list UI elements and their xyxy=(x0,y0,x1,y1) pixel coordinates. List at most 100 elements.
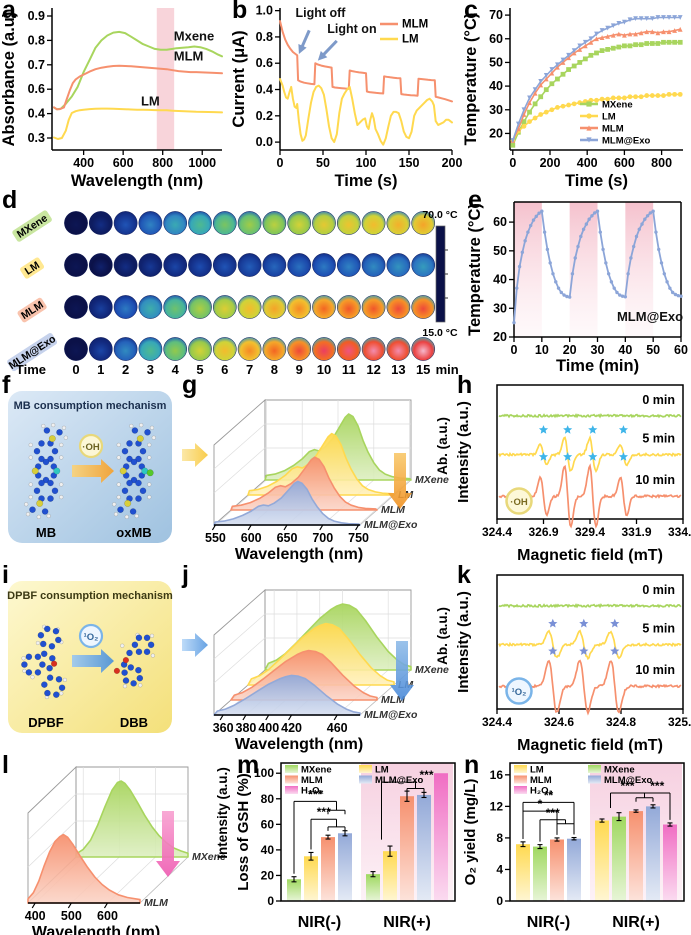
chart-photothermal-cycles: 0 10 20 30 40 50 60 20 30 40 50 60 Time (min) Tempera… xyxy=(466,201,688,375)
bar-MXene xyxy=(287,879,301,901)
series-group xyxy=(53,30,223,140)
panel-letter-a: a xyxy=(2,0,16,24)
panel-a: a 400 600 800 1000 0.3 0.4 0.6 0.7 0.8 0.9 Wavelen… xyxy=(0,0,230,190)
thermal-spot xyxy=(237,337,262,361)
svg-text:Wavelength (nm): Wavelength (nm) xyxy=(71,172,203,190)
panel-m: m 0 20 40 60 80 100 Loss of GSH (%) NIR(-) NIR(+… xyxy=(235,751,462,935)
thermal-spot xyxy=(312,295,336,319)
panel-letter-k: k xyxy=(457,561,471,589)
diagram-dpbf-mechanism: DPBF consumption mechanism ¹O₂ DPBF DBB xyxy=(7,581,173,733)
error-bar xyxy=(599,818,605,823)
svg-text:MLM: MLM xyxy=(602,124,624,135)
svg-text:·OH: ·OH xyxy=(82,442,100,453)
svg-text:MLM: MLM xyxy=(402,19,428,31)
svg-text:30: 30 xyxy=(489,103,503,117)
axes: 0 200 400 600 800 20 30 40 50 60 70 Time (s) Tempera… xyxy=(462,8,683,190)
svg-text:800: 800 xyxy=(152,156,173,170)
thermal-spot xyxy=(262,211,287,235)
star-marker xyxy=(579,618,589,628)
svg-text:NIR(-): NIR(-) xyxy=(527,914,571,931)
bar-LM xyxy=(516,844,530,901)
thermal-spot xyxy=(287,295,312,319)
thermal-spot xyxy=(287,253,312,277)
bar-LM xyxy=(304,856,318,901)
ros-badge: ·OH xyxy=(78,433,104,459)
svg-text:10 min: 10 min xyxy=(635,663,675,677)
svg-text:Mxene: Mxene xyxy=(174,28,214,43)
svg-text:Absorbance (a.u): Absorbance (a.u) xyxy=(0,12,18,147)
svg-text:LM: LM xyxy=(602,112,616,123)
thermal-spot xyxy=(336,253,361,277)
thermal-spot xyxy=(212,337,237,361)
svg-text:150: 150 xyxy=(399,156,420,170)
svg-text:MLM@Exo: MLM@Exo xyxy=(602,136,651,147)
star-marker xyxy=(579,646,589,655)
panel-c: c 0 200 400 600 800 20 30 40 50 60 70 Time (s) Tempe… xyxy=(462,0,691,190)
thermal-spot xyxy=(262,337,287,361)
svg-text:200: 200 xyxy=(442,156,462,170)
thermal-spot xyxy=(138,295,163,319)
svg-text:¹O₂: ¹O₂ xyxy=(512,687,527,698)
star-marker xyxy=(563,452,573,461)
svg-text:MLM@Exo: MLM@Exo xyxy=(617,309,683,324)
series-group xyxy=(279,20,453,146)
series-group xyxy=(510,15,683,148)
svg-text:20: 20 xyxy=(563,343,577,357)
thermal-spot xyxy=(88,295,113,319)
thermal-spot xyxy=(88,211,113,235)
series-LM xyxy=(279,78,453,146)
svg-text:0.0: 0.0 xyxy=(256,135,273,149)
svg-text:0.2: 0.2 xyxy=(256,109,273,123)
svg-text:15: 15 xyxy=(416,362,430,375)
panel-letter-n: n xyxy=(464,751,480,779)
panel-f: f MB consumption mechanism ·OH MB oxMB xyxy=(0,371,180,565)
bar-MLM xyxy=(550,839,564,901)
thermal-spot xyxy=(237,253,262,277)
thermal-spot xyxy=(113,337,138,361)
series-MLM xyxy=(279,20,453,103)
svg-text:12: 12 xyxy=(490,799,504,813)
chart-epr-oh: 324.4 326.9 329.4 331.9 334.4 Magnetic field … xyxy=(455,384,691,564)
panel-letter-b: b xyxy=(232,0,248,24)
svg-text:MLM@Exo: MLM@Exo xyxy=(604,775,653,786)
bar-MLM@Exo xyxy=(417,794,431,901)
star-marker xyxy=(588,425,598,434)
svg-text:LM: LM xyxy=(530,765,544,776)
svg-text:30: 30 xyxy=(493,301,507,315)
series-MLM xyxy=(53,64,223,111)
svg-text:50: 50 xyxy=(489,55,503,69)
chart-photocurrent: 0 50 100 150 200 0.0 0.2 0.4 0.6 0.8 1.0 Time (s) Cu… xyxy=(230,4,462,190)
svg-text:MXene: MXene xyxy=(192,851,226,863)
epr-trace-5 min xyxy=(498,434,682,474)
bar-MXene xyxy=(612,816,626,901)
chart-absorbance-spectra: 400 600 800 1000 0.3 0.4 0.6 0.7 0.8 0.9 Wavelengt… xyxy=(0,8,223,190)
svg-text:MLM: MLM xyxy=(174,48,204,63)
svg-text:Magnetic field (mT): Magnetic field (mT) xyxy=(517,737,663,754)
thermal-spot xyxy=(113,295,138,319)
svg-text:100: 100 xyxy=(356,156,377,170)
svg-text:650: 650 xyxy=(277,531,298,545)
svg-text:Temperature (°C): Temperature (°C) xyxy=(462,13,480,146)
thermal-spot xyxy=(237,211,262,235)
svg-text:NIR(+): NIR(+) xyxy=(383,914,431,931)
svg-text:Wavelength (nm): Wavelength (nm) xyxy=(32,924,160,935)
highlight-band xyxy=(569,202,598,337)
svg-text:325.0: 325.0 xyxy=(668,715,691,729)
thermal-spot xyxy=(212,295,237,319)
error-bar xyxy=(387,845,393,857)
svg-text:460: 460 xyxy=(327,721,348,735)
svg-text:MLM@Exo: MLM@Exo xyxy=(364,519,418,531)
svg-text:326.9: 326.9 xyxy=(528,525,558,539)
thermal-spot xyxy=(88,253,113,277)
svg-text:5: 5 xyxy=(196,362,203,375)
thermal-spot xyxy=(312,211,336,235)
svg-text:6: 6 xyxy=(221,362,228,375)
sig-bracket: *** xyxy=(381,768,434,840)
error-bar xyxy=(370,871,376,878)
bar-MLM@Exo xyxy=(338,833,352,901)
svg-text:7: 7 xyxy=(246,362,253,375)
svg-text:500: 500 xyxy=(61,909,82,923)
radical-badge: ·OH xyxy=(505,487,533,515)
svg-text:0: 0 xyxy=(277,156,284,170)
